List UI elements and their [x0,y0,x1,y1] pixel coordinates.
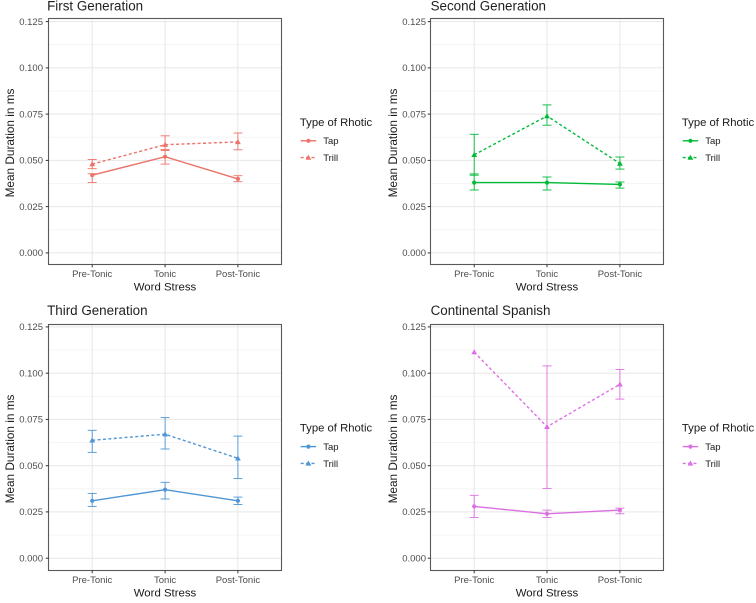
svg-text:0.075: 0.075 [402,109,426,120]
svg-text:Continental Spanish: Continental Spanish [431,303,551,318]
svg-text:0.100: 0.100 [402,63,426,74]
svg-text:0.000: 0.000 [19,248,43,259]
svg-text:0.025: 0.025 [19,507,43,518]
svg-text:0.100: 0.100 [19,63,43,74]
svg-text:Tonic: Tonic [154,269,176,280]
svg-text:Post-Tonic: Post-Tonic [598,575,643,586]
svg-text:0.075: 0.075 [19,415,43,426]
svg-text:0.000: 0.000 [19,553,43,564]
svg-text:0.025: 0.025 [19,202,43,213]
svg-text:0.050: 0.050 [19,461,43,472]
svg-text:Trill: Trill [323,153,338,164]
svg-text:Third Generation: Third Generation [47,303,147,318]
svg-text:Word Stress: Word Stress [516,588,579,598]
svg-text:0.000: 0.000 [402,553,426,564]
svg-text:Pre-Tonic: Pre-Tonic [72,575,112,586]
svg-text:Type of Rhotic: Type of Rhotic [300,117,373,129]
svg-text:0.025: 0.025 [402,202,426,213]
svg-text:0.025: 0.025 [402,507,426,518]
svg-text:Mean Duration in ms: Mean Duration in ms [386,394,400,503]
svg-text:Mean Duration in ms: Mean Duration in ms [3,88,17,197]
svg-text:Mean Duration in ms: Mean Duration in ms [3,394,17,503]
svg-text:Pre-Tonic: Pre-Tonic [454,575,494,586]
svg-text:Word Stress: Word Stress [516,282,579,294]
svg-text:Tap: Tap [705,136,720,147]
svg-text:0.050: 0.050 [19,156,43,167]
svg-text:0.075: 0.075 [19,109,43,120]
svg-text:Tap: Tap [323,442,338,453]
svg-text:0.125: 0.125 [19,322,43,333]
svg-text:Post-Tonic: Post-Tonic [216,269,261,280]
svg-text:Type of Rhotic: Type of Rhotic [682,423,755,435]
svg-text:0.000: 0.000 [402,248,426,259]
svg-text:0.050: 0.050 [402,156,426,167]
svg-text:Pre-Tonic: Pre-Tonic [72,269,112,280]
svg-text:Type of Rhotic: Type of Rhotic [300,423,373,435]
svg-text:Post-Tonic: Post-Tonic [598,269,643,280]
svg-text:Word Stress: Word Stress [134,588,197,598]
svg-text:Post-Tonic: Post-Tonic [216,575,261,586]
svg-text:Type of Rhotic: Type of Rhotic [682,117,755,129]
svg-text:Trill: Trill [323,459,338,470]
svg-text:Tonic: Tonic [536,575,558,586]
svg-text:Mean Duration in ms: Mean Duration in ms [386,88,400,197]
svg-text:Word Stress: Word Stress [134,282,197,294]
svg-text:0.125: 0.125 [402,17,426,28]
svg-text:0.075: 0.075 [402,415,426,426]
svg-text:Second Generation: Second Generation [431,0,546,14]
svg-text:0.100: 0.100 [19,368,43,379]
svg-text:0.125: 0.125 [402,322,426,333]
svg-text:Tap: Tap [323,136,338,147]
svg-text:0.050: 0.050 [402,461,426,472]
svg-text:Tap: Tap [705,442,720,453]
svg-text:Tonic: Tonic [154,575,176,586]
svg-text:Tonic: Tonic [536,269,558,280]
svg-text:0.100: 0.100 [402,368,426,379]
svg-text:First Generation: First Generation [47,0,143,14]
svg-text:Trill: Trill [705,153,720,164]
svg-text:Trill: Trill [705,459,720,470]
svg-text:0.125: 0.125 [19,17,43,28]
svg-text:Pre-Tonic: Pre-Tonic [454,269,494,280]
